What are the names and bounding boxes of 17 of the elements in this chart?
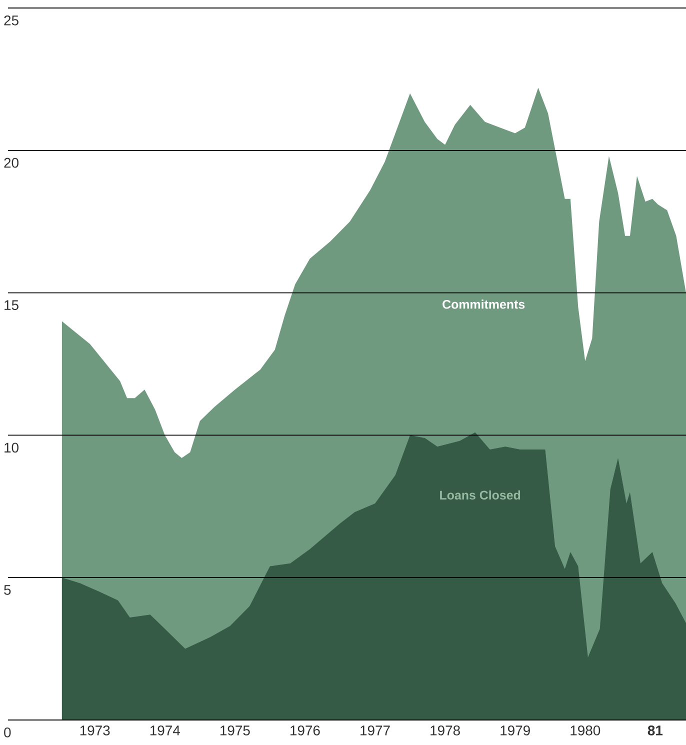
x-tick-label: 1978	[430, 726, 460, 736]
x-tick-label: 1974	[150, 726, 180, 736]
y-tick-label: 0	[4, 727, 11, 738]
y-tick-label: 10	[4, 442, 18, 453]
x-tick-label: 1976	[290, 726, 320, 736]
series-label: Loans Closed	[440, 490, 520, 500]
x-tick-label: 81	[648, 726, 663, 736]
y-tick-label: 5	[4, 585, 11, 595]
x-tick-label: 1975	[220, 726, 250, 736]
x-tick-label: 1973	[80, 726, 110, 736]
y-tick-label: 25	[4, 15, 18, 26]
x-tick-label: 1980	[570, 726, 600, 736]
y-tick-label: 15	[4, 300, 18, 310]
x-tick-label: 1977	[360, 726, 390, 736]
y-tick-label: 20	[4, 158, 18, 168]
series-label: Commitments	[442, 300, 525, 309]
x-tick-label: 1979	[500, 726, 530, 736]
